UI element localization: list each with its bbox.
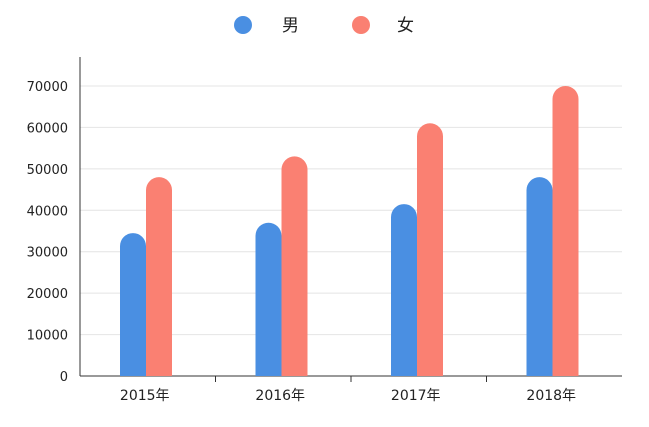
y-tick-label: 20000 bbox=[27, 287, 68, 302]
bar-series-1 bbox=[120, 233, 146, 376]
x-tick-label: 2016年 bbox=[255, 388, 305, 404]
bar-series-2 bbox=[146, 177, 172, 376]
legend-swatch bbox=[234, 16, 252, 34]
bars bbox=[120, 86, 579, 377]
legend-label: 女 bbox=[397, 16, 414, 36]
legend-swatch bbox=[352, 16, 370, 34]
bar-series-2 bbox=[281, 156, 308, 376]
y-tick-label: 10000 bbox=[27, 329, 68, 344]
bar-series-1 bbox=[526, 177, 553, 376]
y-tick-label: 0 bbox=[60, 370, 68, 385]
y-tick-label: 70000 bbox=[27, 80, 68, 95]
bar-series-2 bbox=[417, 123, 443, 376]
x-tick-label: 2018年 bbox=[526, 388, 576, 404]
y-tick-label: 60000 bbox=[27, 121, 68, 136]
axes: 0 10000 20000 30000 40000 50000 60000 70000 2015… bbox=[27, 57, 622, 404]
legend-label: 男 bbox=[282, 16, 299, 36]
x-tick-label: 2015年 bbox=[120, 388, 170, 404]
legend: 男女 bbox=[234, 16, 414, 36]
x-tick-label: 2017年 bbox=[391, 388, 441, 404]
bar-series-2 bbox=[552, 86, 579, 377]
y-tick-label: 50000 bbox=[27, 163, 68, 178]
y-tick-label: 30000 bbox=[27, 246, 68, 261]
y-tick-label: 40000 bbox=[27, 204, 68, 219]
bar-series-1 bbox=[391, 204, 417, 376]
bar-series-1 bbox=[255, 222, 282, 376]
